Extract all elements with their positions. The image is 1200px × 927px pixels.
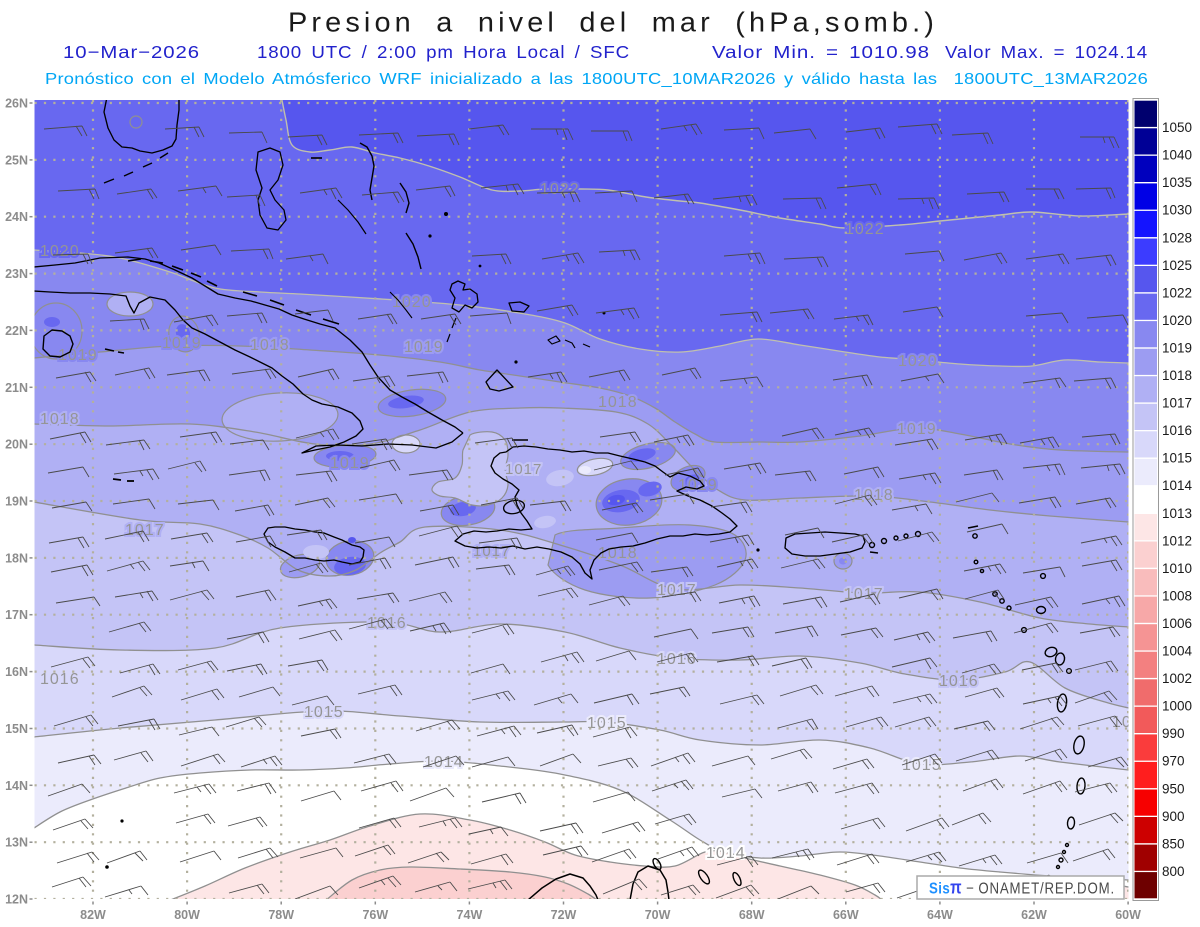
svg-text:1017: 1017 — [657, 582, 697, 599]
svg-text:22N: 22N — [5, 324, 28, 338]
svg-text:1022: 1022 — [1162, 285, 1192, 300]
svg-text:1020: 1020 — [40, 243, 80, 260]
svg-text:62W: 62W — [1021, 908, 1047, 922]
svg-text:1014: 1014 — [1162, 478, 1193, 493]
svg-text:1012: 1012 — [1162, 533, 1192, 548]
svg-text:1019: 1019 — [678, 477, 718, 494]
svg-text:16N: 16N — [5, 665, 28, 679]
svg-text:1018: 1018 — [854, 487, 894, 504]
svg-text:850: 850 — [1162, 836, 1185, 851]
svg-text:1015: 1015 — [304, 704, 344, 721]
svg-text:82W: 82W — [80, 908, 106, 922]
svg-text:25N: 25N — [5, 153, 28, 167]
svg-text:1040: 1040 — [1162, 148, 1192, 163]
svg-text:1019: 1019 — [897, 421, 937, 438]
svg-text:1014: 1014 — [706, 845, 746, 862]
svg-text:20N: 20N — [5, 438, 28, 452]
svg-text:1018: 1018 — [598, 394, 638, 411]
svg-text:1035: 1035 — [1162, 175, 1192, 190]
svg-text:1019: 1019 — [162, 335, 202, 352]
svg-text:Valor Min. = 1010.98: Valor Min. = 1010.98 — [712, 42, 930, 62]
svg-text:1016: 1016 — [939, 673, 979, 690]
svg-text:Pronóstico con el Modelo Atmo: Pronóstico con el Modelo Atmósferico W… — [45, 71, 1148, 88]
svg-text:1015: 1015 — [1162, 451, 1192, 466]
svg-text:1015: 1015 — [902, 757, 942, 774]
svg-text:1017: 1017 — [125, 522, 165, 539]
svg-text:950: 950 — [1162, 781, 1185, 796]
svg-text:970: 970 — [1162, 754, 1185, 769]
svg-text:1010: 1010 — [1162, 561, 1192, 576]
svg-text:1800 UTC / 2:00 pm Hora Local: 1800 UTC / 2:00 pm Hora Local / SFC — [257, 42, 630, 62]
svg-text:1015: 1015 — [587, 715, 627, 732]
svg-text:1028: 1028 — [1162, 230, 1192, 245]
svg-text:Sisπ − ONAMET/REP.DOM.: Sisπ − ONAMET/REP.DOM. — [929, 878, 1115, 898]
svg-text:68W: 68W — [739, 908, 765, 922]
svg-text:76W: 76W — [362, 908, 388, 922]
svg-text:19N: 19N — [5, 495, 28, 509]
svg-text:64W: 64W — [927, 908, 953, 922]
svg-text:21N: 21N — [5, 381, 28, 395]
svg-text:1016: 1016 — [1162, 423, 1192, 438]
svg-text:23N: 23N — [5, 267, 28, 281]
svg-text:12N: 12N — [5, 893, 28, 907]
svg-text:1017: 1017 — [505, 461, 542, 478]
svg-text:1000: 1000 — [1162, 699, 1192, 714]
svg-text:1004: 1004 — [1162, 644, 1193, 659]
svg-text:13N: 13N — [5, 836, 28, 850]
svg-text:1018: 1018 — [1162, 368, 1192, 383]
svg-text:10−Mar−2026: 10−Mar−2026 — [63, 42, 200, 62]
svg-text:1020: 1020 — [898, 353, 938, 370]
svg-text:1017: 1017 — [1162, 396, 1192, 411]
svg-text:1019: 1019 — [330, 455, 370, 472]
svg-text:60W: 60W — [1115, 908, 1141, 922]
svg-text:1019: 1019 — [404, 339, 444, 356]
svg-text:1006: 1006 — [1162, 616, 1192, 631]
svg-text:70W: 70W — [645, 908, 671, 922]
svg-text:74W: 74W — [457, 908, 483, 922]
svg-text:Valor Max. = 1024.14: Valor Max. = 1024.14 — [945, 42, 1148, 62]
svg-text:14N: 14N — [5, 779, 28, 793]
svg-text:1013: 1013 — [1162, 506, 1192, 521]
svg-text:26N: 26N — [5, 97, 28, 111]
svg-text:1017: 1017 — [844, 586, 884, 603]
svg-text:80W: 80W — [174, 908, 200, 922]
svg-text:1018: 1018 — [250, 337, 290, 354]
svg-text:1018: 1018 — [40, 411, 80, 428]
svg-text:1020: 1020 — [1162, 313, 1192, 328]
svg-text:1030: 1030 — [1162, 203, 1192, 218]
svg-text:72W: 72W — [551, 908, 577, 922]
svg-text:1025: 1025 — [1162, 258, 1192, 273]
svg-text:17N: 17N — [5, 608, 28, 622]
svg-text:1020: 1020 — [392, 294, 432, 311]
svg-text:1022: 1022 — [540, 181, 580, 198]
svg-text:1002: 1002 — [1162, 671, 1192, 686]
svg-text:1014: 1014 — [424, 754, 464, 771]
svg-text:1050: 1050 — [1162, 120, 1192, 135]
svg-text:1016: 1016 — [40, 671, 80, 688]
svg-text:990: 990 — [1162, 726, 1185, 741]
svg-text:15N: 15N — [5, 722, 28, 736]
svg-text:Presion a nivel del mar (hPa,s: Presion a nivel del mar (hPa,somb.) — [288, 7, 938, 38]
svg-text:1022: 1022 — [845, 221, 885, 238]
svg-text:66W: 66W — [833, 908, 859, 922]
svg-text:24N: 24N — [5, 210, 28, 224]
svg-text:1019: 1019 — [58, 347, 98, 364]
svg-text:800: 800 — [1162, 864, 1185, 879]
svg-text:78W: 78W — [268, 908, 294, 922]
svg-text:18N: 18N — [5, 551, 28, 565]
svg-text:1008: 1008 — [1162, 588, 1192, 603]
svg-text:900: 900 — [1162, 809, 1185, 824]
svg-text:1016: 1016 — [367, 615, 407, 632]
svg-text:1019: 1019 — [1162, 341, 1192, 356]
